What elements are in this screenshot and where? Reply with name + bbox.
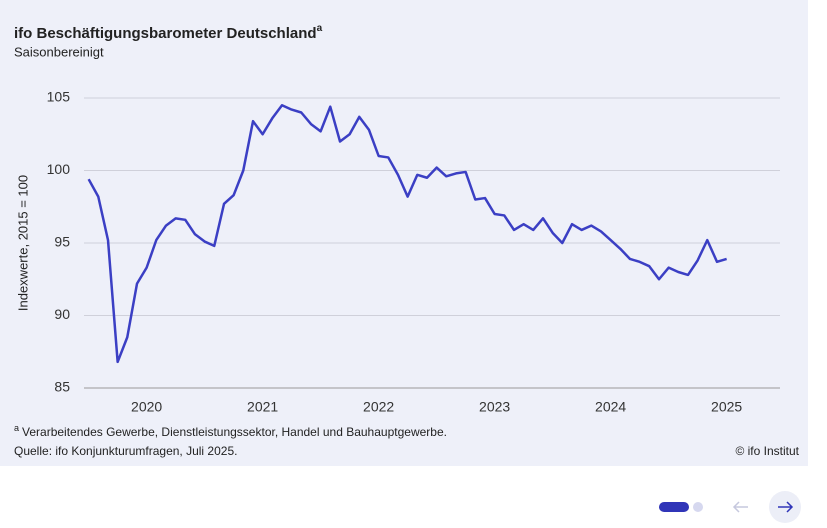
page-dot-active[interactable] <box>659 502 689 512</box>
x-tick-label: 2021 <box>247 399 278 415</box>
y-axis-label: Indexwerte, 2015 = 100 <box>15 175 30 311</box>
y-tick-label: 90 <box>54 306 70 322</box>
prev-button[interactable] <box>732 501 748 513</box>
x-tick-label: 2022 <box>363 399 394 415</box>
y-tick-label: 95 <box>54 234 70 250</box>
x-tick-label: 2023 <box>479 399 510 415</box>
y-tick-label: 85 <box>54 379 70 395</box>
chart-subtitle: Saisonbereinigt <box>14 44 104 59</box>
title-note: a <box>317 23 323 34</box>
page-dot[interactable] <box>693 502 703 512</box>
x-tick-label: 2024 <box>595 399 626 415</box>
footnote-marker: a <box>14 423 19 433</box>
y-tick-label: 100 <box>47 161 71 177</box>
footnote-text: Verarbeitendes Gewerbe, Dienstleistungss… <box>22 425 447 439</box>
y-tick-label: 105 <box>47 89 71 105</box>
chart-card <box>0 0 808 466</box>
source: Quelle: ifo Konjunkturumfragen, Juli 202… <box>14 444 237 458</box>
next-button[interactable] <box>769 491 801 523</box>
chart-title: ifo Beschäftigungsbarometer Deutschlanda <box>14 23 323 42</box>
copyright: © ifo Institut <box>735 444 799 458</box>
footnote: a Verarbeitendes Gewerbe, Dienstleistungs… <box>14 423 447 439</box>
x-tick-label: 2025 <box>711 399 742 415</box>
x-tick-label: 2020 <box>131 399 162 415</box>
data-line <box>87 104 728 364</box>
pagination <box>659 491 801 523</box>
title-text: ifo Beschäftigungsbarometer Deutschland <box>14 25 317 42</box>
